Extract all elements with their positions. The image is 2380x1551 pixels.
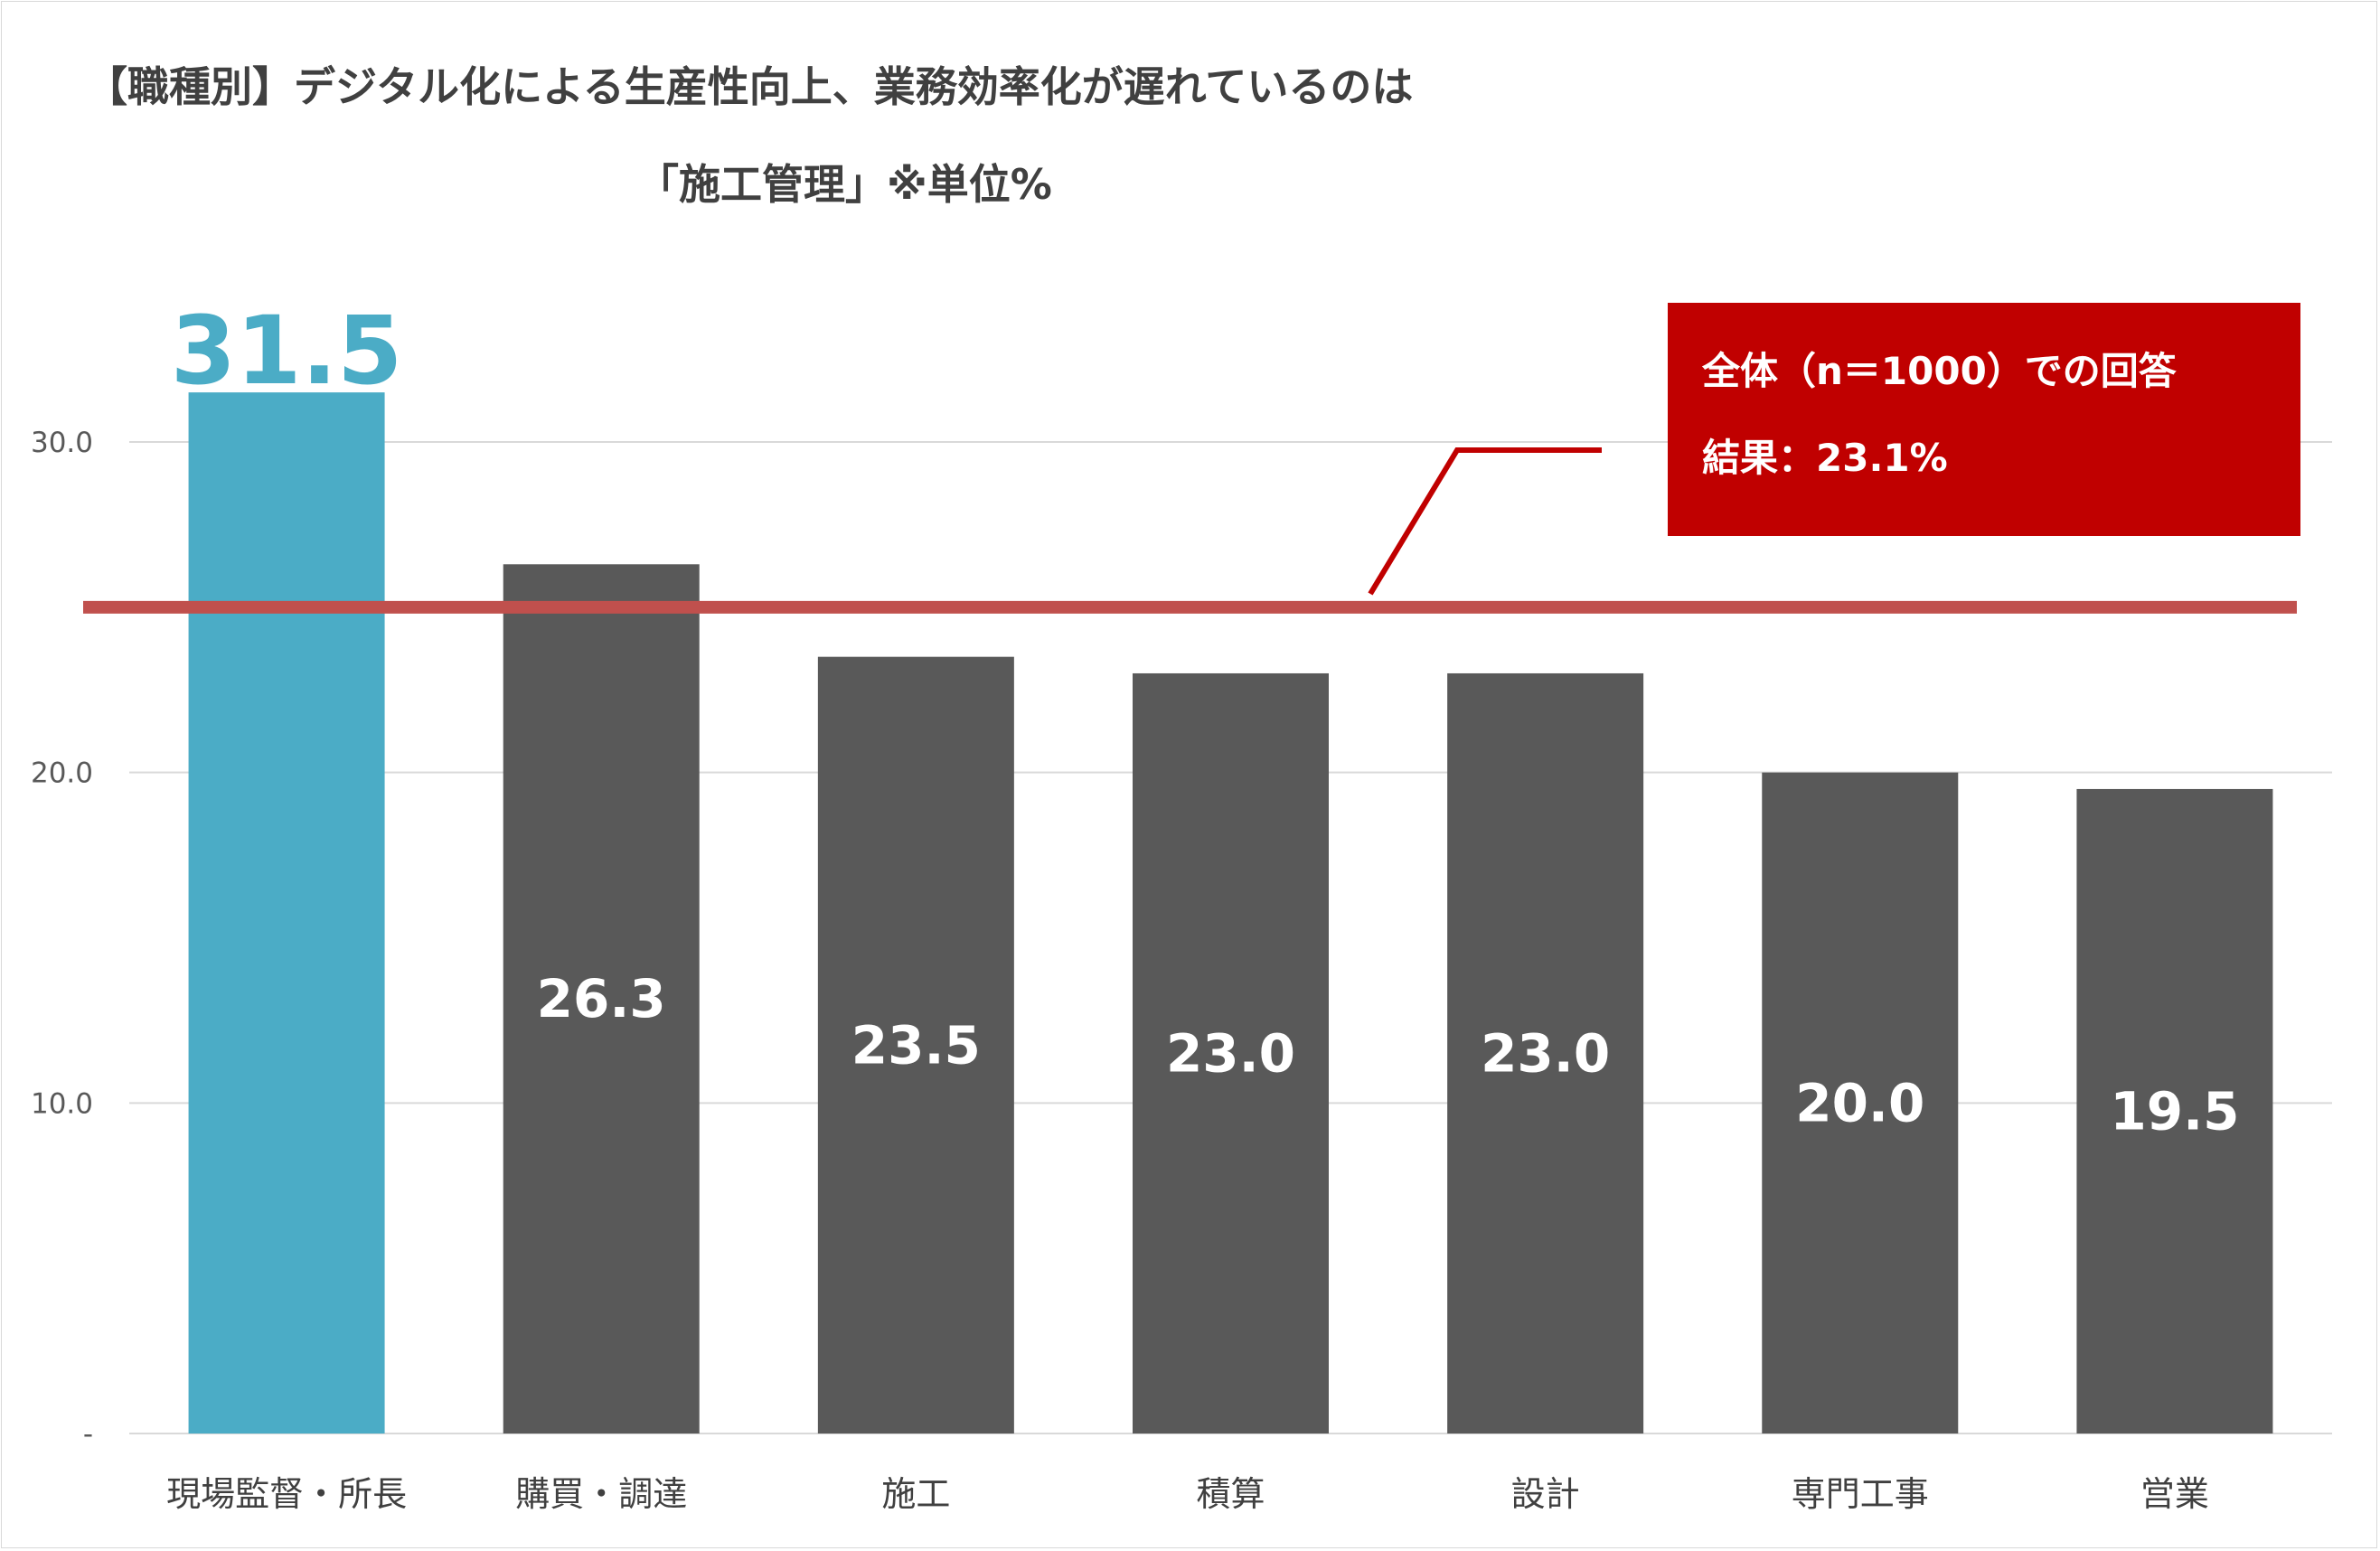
category-label: 施工: [881, 1474, 950, 1514]
value-label: 31.5: [171, 296, 403, 406]
bar: [1133, 672, 1329, 1434]
value-label: 26.3: [537, 968, 666, 1029]
value-label: 23.0: [1166, 1022, 1295, 1084]
bar: [1447, 672, 1644, 1434]
value-label: 23.0: [1481, 1022, 1610, 1084]
category-label: 現場監督・所長: [166, 1474, 407, 1514]
value-label: 20.0: [1795, 1072, 1924, 1133]
bar: [503, 564, 700, 1434]
category-label: 専門工事: [1792, 1474, 1929, 1514]
value-labels: 31.5 26.3 23.5 23.0 23.0 20.0 19.5: [171, 296, 2240, 1142]
callout-leader-line: [1368, 447, 1602, 596]
bar: [1762, 772, 1959, 1434]
chart-title: 【職種別】デジタル化による生産性向上、業務効率化が遅れているのは: [86, 62, 1414, 111]
category-label: 設計: [1511, 1474, 1580, 1514]
y-tick-label: 20.0: [31, 757, 93, 790]
bar: [817, 656, 1014, 1434]
category-label: 営業: [2140, 1474, 2209, 1514]
y-tick-label: 30.0: [31, 427, 93, 459]
bars: [188, 392, 2273, 1434]
callout-line2: 結果：23.1%: [1702, 436, 1948, 480]
y-axis-ticks: - 10.0 20.0 30.0: [31, 427, 93, 1451]
category-label: 積算: [1196, 1474, 1265, 1514]
bar: [2076, 788, 2273, 1434]
x-axis-categories: 現場監督・所長 購買・調達 施工 積算 設計 専門工事 営業: [166, 1474, 2209, 1514]
chart-subtitle: 「施工管理」※単位%: [637, 160, 1052, 209]
value-label: 23.5: [851, 1014, 981, 1076]
callout-line1: 全体（n＝1000）での回答: [1702, 349, 2177, 393]
y-tick-label: -: [83, 1418, 93, 1451]
value-label: 19.5: [2110, 1080, 2239, 1142]
category-label: 購買・調達: [515, 1474, 687, 1514]
overall-result-callout: 全体（n＝1000）での回答 結果：23.1%: [1668, 303, 2300, 536]
bar: [188, 392, 385, 1434]
y-tick-label: 10.0: [31, 1087, 93, 1120]
reference-layer: [83, 447, 2297, 614]
